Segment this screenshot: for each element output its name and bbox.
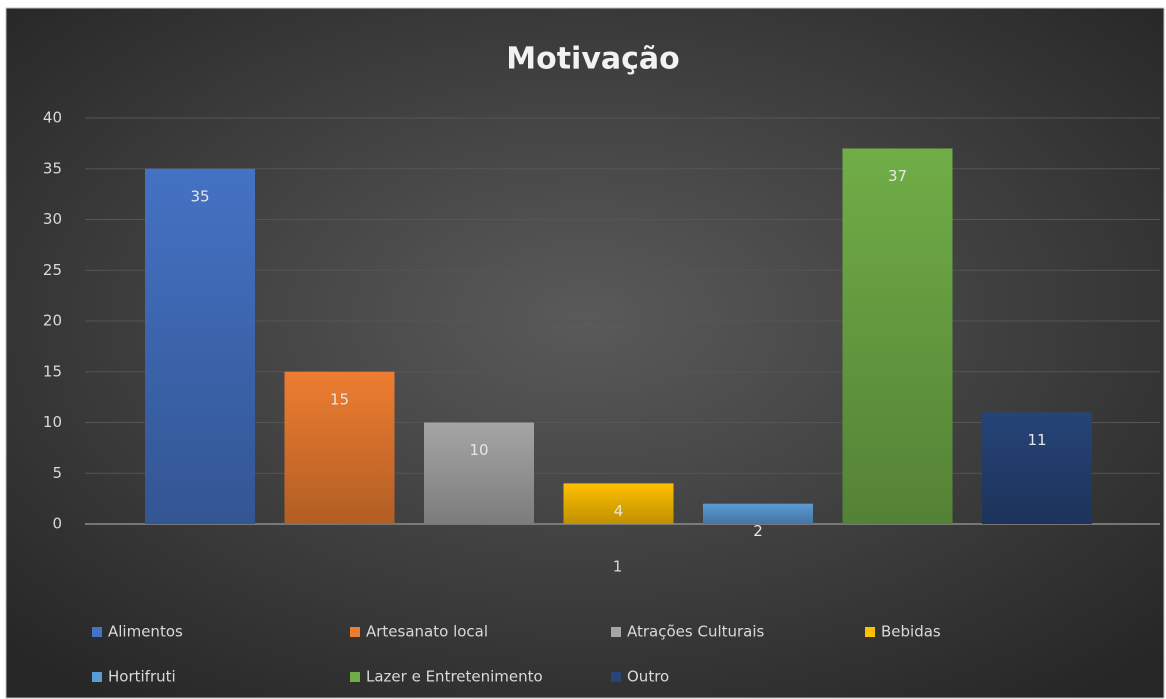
y-tick-label: 15	[43, 362, 62, 380]
bar-shade	[284, 371, 395, 524]
legend-swatch	[350, 672, 360, 682]
legend-swatch	[350, 627, 360, 637]
data-label: 35	[190, 187, 209, 205]
legend-label: Hortifruti	[108, 668, 176, 686]
legend-swatch	[865, 627, 875, 637]
chart-title: Motivação	[506, 42, 680, 77]
data-label: 15	[330, 390, 349, 408]
bar-shade	[982, 412, 1092, 524]
bar-shade	[842, 148, 953, 524]
data-label: 10	[469, 441, 488, 459]
legend-label: Bebidas	[881, 623, 941, 641]
bar-shade	[424, 422, 534, 524]
y-tick-label: 0	[52, 515, 62, 533]
y-tick-label: 40	[43, 109, 62, 127]
legend-label: Lazer e Entretenimento	[366, 668, 543, 686]
legend-swatch	[92, 672, 102, 682]
y-tick-label: 25	[43, 261, 62, 279]
x-tick-label: 1	[613, 558, 623, 576]
legend-label: Atrações Culturais	[627, 623, 765, 641]
legend-label: Artesanato local	[366, 623, 488, 641]
bar-shade	[145, 168, 255, 524]
legend-swatch	[92, 627, 102, 637]
data-label: 2	[753, 522, 763, 540]
legend-label: Alimentos	[108, 623, 183, 641]
bar-shade	[563, 483, 674, 524]
data-label: 4	[614, 502, 624, 520]
legend-swatch	[611, 672, 621, 682]
y-tick-label: 5	[52, 464, 62, 482]
y-tick-label: 10	[43, 413, 62, 431]
legend-label: Outro	[627, 668, 669, 686]
data-label: 37	[888, 167, 907, 185]
legend-swatch	[611, 627, 621, 637]
y-tick-label: 30	[43, 210, 62, 228]
y-tick-label: 20	[43, 312, 62, 330]
data-label: 11	[1027, 431, 1046, 449]
bar-shade	[703, 503, 813, 524]
y-tick-label: 35	[43, 159, 62, 177]
